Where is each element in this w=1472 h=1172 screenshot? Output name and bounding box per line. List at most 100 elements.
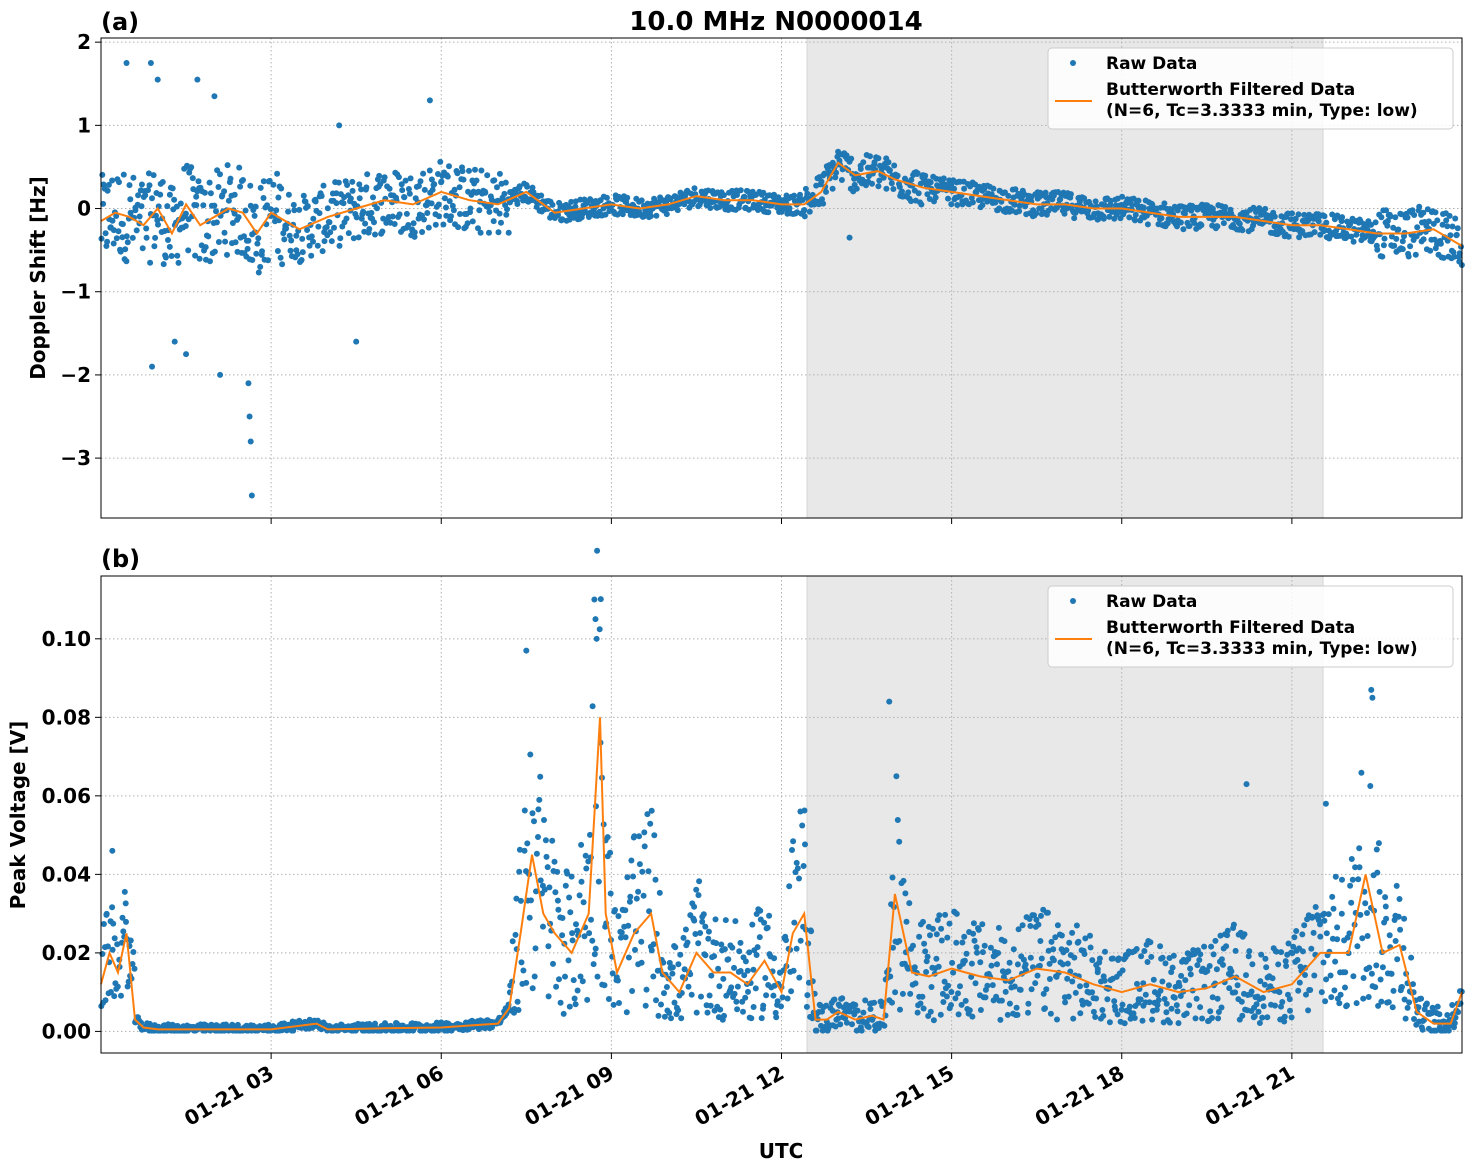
raw-data-point xyxy=(1373,962,1380,969)
raw-data-point xyxy=(791,919,798,926)
raw-data-point xyxy=(1248,988,1255,995)
raw-data-point xyxy=(969,199,976,206)
raw-data-point xyxy=(685,983,692,990)
raw-data-point xyxy=(832,1023,839,1030)
raw-data-point xyxy=(624,874,631,881)
raw-data-point xyxy=(731,964,737,971)
raw-data-point xyxy=(618,929,625,936)
raw-data-point xyxy=(638,197,645,204)
raw-data-point xyxy=(345,230,352,237)
raw-data-point xyxy=(966,1007,973,1014)
raw-data-point xyxy=(1027,923,1034,929)
raw-data-point xyxy=(614,977,621,984)
raw-data-point xyxy=(596,626,603,633)
raw-data-point xyxy=(852,1002,859,1008)
raw-data-point xyxy=(1399,984,1405,990)
raw-data-point xyxy=(206,179,213,186)
raw-data-point xyxy=(1427,247,1434,254)
raw-data-point xyxy=(1352,864,1359,871)
raw-data-point xyxy=(118,992,124,999)
raw-data-point xyxy=(943,993,950,1000)
raw-data-point xyxy=(503,211,510,218)
raw-data-point xyxy=(1220,961,1226,968)
raw-data-point xyxy=(1434,217,1441,224)
raw-data-point xyxy=(1372,219,1379,226)
raw-data-point xyxy=(1239,1012,1246,1019)
raw-data-point xyxy=(224,162,231,169)
raw-data-point xyxy=(1377,976,1384,983)
raw-data-point xyxy=(979,202,986,209)
raw-data-point xyxy=(356,195,363,202)
raw-data-point xyxy=(1381,235,1388,242)
raw-data-point xyxy=(593,635,600,642)
raw-data-point xyxy=(801,807,808,814)
raw-data-point xyxy=(227,175,234,182)
raw-data-point xyxy=(627,893,634,900)
raw-data-point xyxy=(1089,989,1096,996)
raw-data-point xyxy=(908,176,915,183)
raw-data-point xyxy=(607,849,614,856)
raw-data-point xyxy=(554,897,561,904)
raw-data-point xyxy=(526,914,533,921)
raw-data-point xyxy=(1382,903,1389,910)
raw-data-point xyxy=(358,186,365,193)
raw-data-point xyxy=(1033,210,1040,217)
raw-data-point xyxy=(550,960,556,967)
raw-data-point xyxy=(1329,211,1336,218)
raw-data-point xyxy=(236,164,243,171)
raw-data-point xyxy=(516,868,523,875)
raw-data-point xyxy=(578,878,585,885)
raw-data-point xyxy=(706,992,713,999)
raw-data-point xyxy=(1138,953,1145,960)
raw-data-point xyxy=(1183,1010,1190,1017)
raw-data-point xyxy=(889,999,895,1006)
raw-data-point xyxy=(1148,953,1155,960)
raw-data-point xyxy=(120,171,127,178)
raw-data-point xyxy=(640,892,647,899)
raw-data-point xyxy=(1154,1002,1161,1008)
raw-data-point xyxy=(1310,929,1317,936)
raw-data-point xyxy=(695,940,702,947)
raw-data-point xyxy=(360,208,367,215)
raw-data-point xyxy=(853,185,860,192)
raw-data-point xyxy=(304,203,311,210)
raw-data-point xyxy=(495,229,502,236)
x-tick-label: 01-21 12 xyxy=(690,1061,788,1131)
raw-data-point xyxy=(961,933,968,940)
raw-data-point xyxy=(1034,972,1041,979)
raw-data-point xyxy=(625,954,632,961)
raw-data-point xyxy=(1223,943,1230,950)
raw-data-point xyxy=(976,183,983,190)
raw-data-point xyxy=(415,183,422,189)
raw-data-point xyxy=(1234,982,1241,989)
panel-b-legend: Raw Data Butterworth Filtered Data(N=6, T… xyxy=(1047,585,1454,668)
raw-data-point xyxy=(1032,980,1039,987)
raw-data-point xyxy=(1042,189,1049,196)
raw-data-point xyxy=(177,200,184,207)
raw-data-point xyxy=(528,897,534,904)
raw-data-point xyxy=(1392,214,1399,221)
raw-data-point xyxy=(616,1000,622,1006)
raw-data-point xyxy=(1209,994,1216,1001)
raw-data-point xyxy=(1040,990,1047,997)
raw-data-point xyxy=(293,232,300,239)
raw-data-point xyxy=(401,194,408,201)
raw-data-point xyxy=(1020,956,1027,963)
raw-data-point xyxy=(1290,943,1297,950)
raw-data-point xyxy=(222,238,229,245)
raw-data-point xyxy=(524,183,531,190)
raw-data-point xyxy=(123,258,130,265)
raw-data-point xyxy=(545,993,552,1000)
raw-data-point xyxy=(875,183,882,190)
raw-data-point xyxy=(1063,947,1070,954)
raw-data-point xyxy=(1166,1019,1173,1026)
raw-data-point xyxy=(1451,1020,1458,1027)
raw-data-point xyxy=(837,1021,844,1028)
raw-data-point xyxy=(796,974,803,981)
raw-data-point xyxy=(424,210,431,216)
raw-data-point xyxy=(1214,995,1221,1002)
raw-data-point xyxy=(734,983,741,990)
raw-data-point xyxy=(918,201,925,208)
raw-data-point xyxy=(1362,900,1369,907)
raw-data-point xyxy=(1396,896,1403,902)
